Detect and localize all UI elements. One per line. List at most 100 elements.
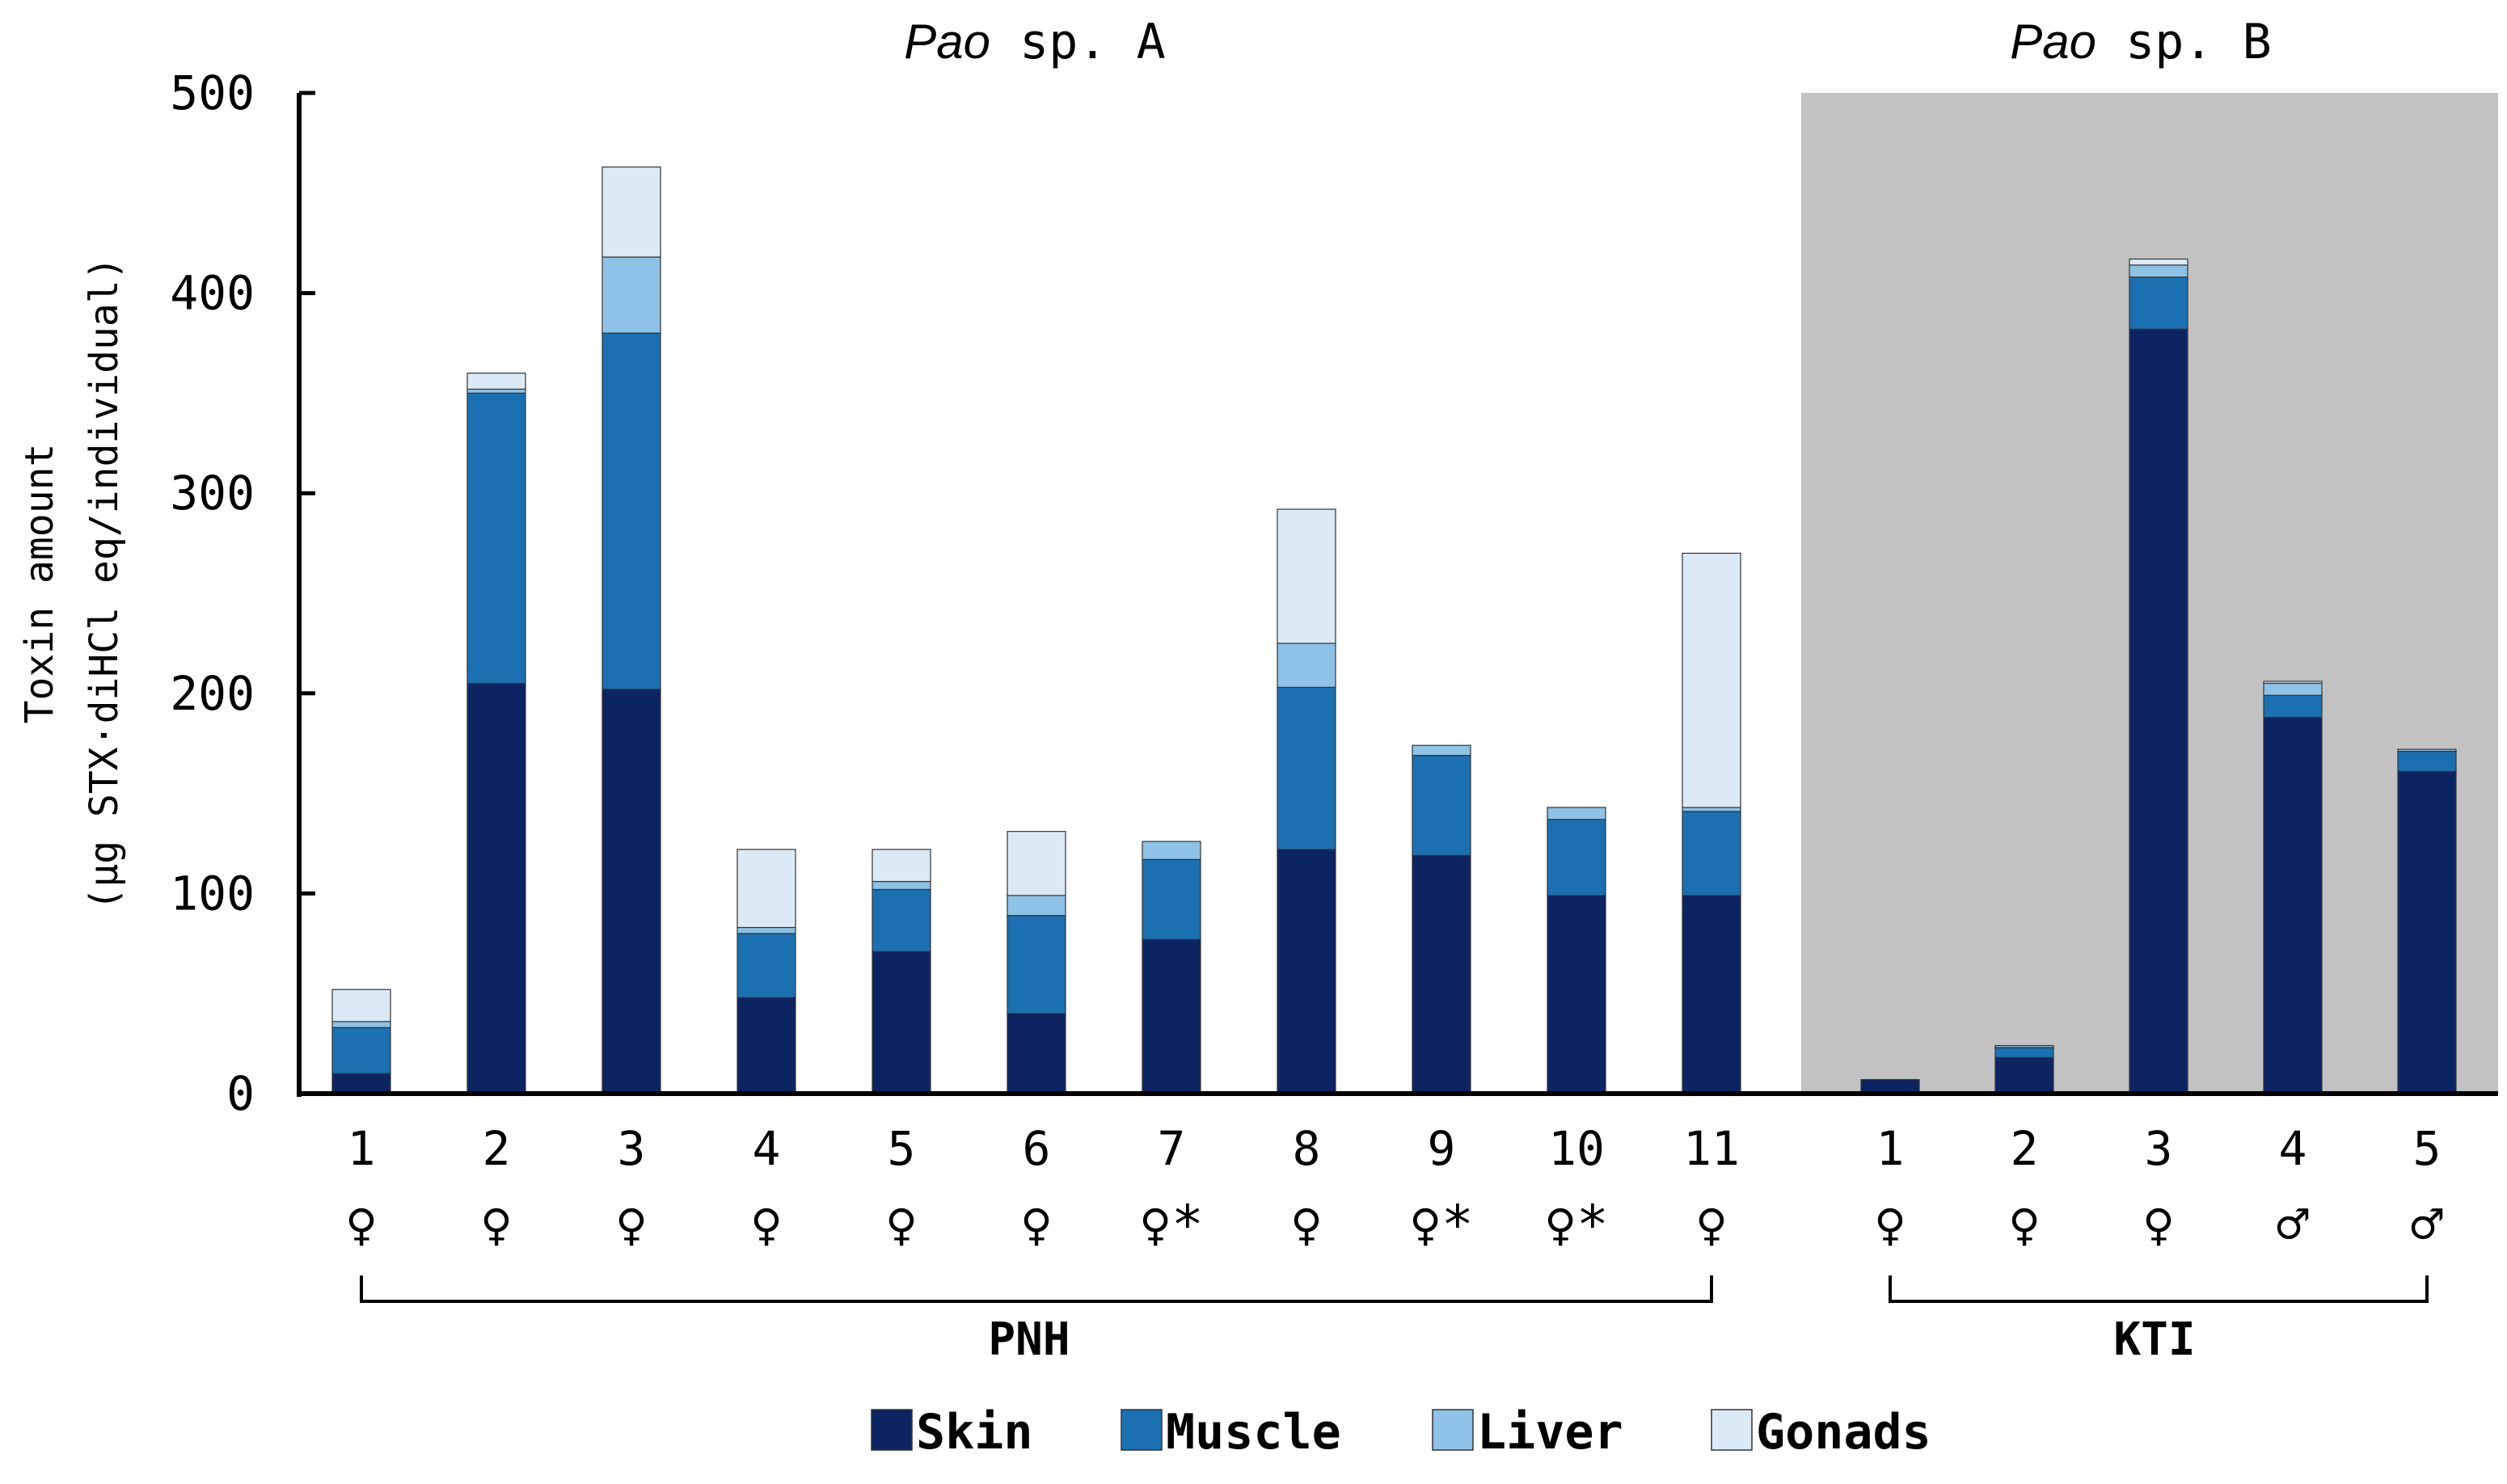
bar-segment-liver: [1007, 895, 1066, 917]
bar-segment-muscle: [601, 332, 661, 690]
bar-segment-muscle: [331, 1027, 391, 1074]
bar-segment-liver: [736, 926, 796, 934]
bar-segment-gonads: [331, 989, 391, 1022]
bar-segment-muscle: [872, 888, 931, 952]
sex-symbol: ♀*: [1544, 1194, 1608, 1256]
y-tick-label: 100: [170, 866, 255, 921]
legend-label-gonads: Gonads: [1756, 1404, 1931, 1461]
sex-symbol: ♀: [750, 1194, 783, 1256]
bar-segment-gonads: [1007, 831, 1066, 896]
x-tick-label: 10: [1548, 1121, 1605, 1176]
bar-segment-skin: [1142, 938, 1201, 1094]
bar-segment-muscle: [1994, 1047, 2054, 1059]
bar-segment-muscle: [2397, 751, 2457, 772]
bar-segment-liver: [872, 880, 931, 891]
y-tick-label: 500: [170, 65, 255, 120]
bar-segment-muscle: [736, 933, 796, 998]
bar-segment-liver: [1142, 841, 1201, 860]
x-tick-label: 2: [483, 1121, 511, 1176]
sex-symbol: ♀: [2142, 1194, 2175, 1256]
x-tick-label: 7: [1158, 1121, 1186, 1176]
sex-symbol: ♀: [2008, 1194, 2041, 1256]
bar-segment-gonads: [736, 849, 796, 929]
bar-segment-skin: [736, 997, 796, 1094]
legend-label-muscle: Muscle: [1166, 1404, 1341, 1461]
x-tick-label: 4: [753, 1121, 781, 1176]
x-tick-label: 8: [1293, 1121, 1321, 1176]
bar-segment-muscle: [1547, 819, 1606, 896]
bar-segment-liver: [1994, 1044, 2054, 1048]
bar-segment-gonads: [1277, 508, 1336, 644]
bar-segment-liver: [331, 1021, 391, 1028]
bar-segment-skin: [601, 689, 661, 1094]
x-tick-label: 1: [348, 1121, 376, 1176]
bar-segment-skin: [1412, 854, 1471, 1094]
group-bracket: [360, 1275, 1713, 1303]
legend-swatch-skin: [871, 1409, 913, 1451]
sex-symbol: ♀: [885, 1194, 918, 1256]
bar-segment-muscle: [2129, 276, 2188, 330]
bar-segment-skin: [331, 1073, 391, 1094]
x-tick-label: 5: [888, 1121, 916, 1176]
bar-segment-muscle: [1682, 811, 1741, 896]
x-tick-label: 3: [618, 1121, 646, 1176]
bar-segment-skin: [1994, 1056, 2054, 1094]
bar-segment-gonads: [2263, 681, 2323, 685]
x-tick-label: 6: [1023, 1121, 1051, 1176]
bar-segment-skin: [2263, 716, 2323, 1094]
bar-segment-liver: [1412, 744, 1471, 757]
x-tick-label: 2: [2011, 1121, 2039, 1176]
y-tick-label: 400: [170, 266, 255, 321]
bar-segment-gonads: [1682, 552, 1741, 808]
legend-label-liver: Liver: [1477, 1404, 1623, 1461]
sex-symbol: ♀*: [1409, 1194, 1473, 1256]
group-title-b: Pao sp. B: [2010, 14, 2272, 70]
sex-symbol: ♀: [480, 1194, 513, 1256]
bar-segment-muscle: [1412, 754, 1471, 856]
bar-segment-liver: [466, 388, 526, 394]
legend-label-skin: Skin: [916, 1404, 1033, 1461]
x-tick-label: 5: [2413, 1121, 2442, 1176]
legend-swatch-muscle: [1121, 1409, 1163, 1451]
x-tick-label: 3: [2145, 1121, 2173, 1176]
bar-segment-muscle: [2263, 694, 2323, 719]
bar-segment-skin: [2129, 328, 2188, 1094]
sex-symbol: ♀: [615, 1194, 648, 1256]
y-tick-label: 0: [226, 1066, 255, 1121]
group-location-a: PNH: [988, 1313, 1070, 1366]
bar-segment-gonads: [2129, 258, 2188, 266]
bar-segment-liver: [1547, 807, 1606, 820]
bar-segment-skin: [1277, 849, 1336, 1094]
sex-symbol: ♂: [2411, 1194, 2443, 1256]
sex-symbol: ♀: [1290, 1194, 1323, 1256]
bar-segment-skin: [1682, 895, 1741, 1094]
sex-symbol: ♀: [1874, 1194, 1906, 1256]
bar-segment-gonads: [466, 373, 526, 390]
bar-segment-muscle: [466, 392, 526, 685]
bar-segment-liver: [1682, 807, 1741, 812]
y-axis-label-line2: (µg STX·diHCl eq/individual): [82, 256, 127, 910]
sex-symbol: ♀: [1020, 1194, 1053, 1256]
bar-segment-liver: [2263, 682, 2323, 696]
y-axis-label-line1: Toxin amount: [17, 444, 62, 724]
legend-swatch-gonads: [1711, 1409, 1753, 1451]
bar-segment-skin: [1547, 895, 1606, 1094]
sex-symbol: ♀: [1695, 1194, 1728, 1256]
x-tick-label: 11: [1683, 1121, 1740, 1176]
group-title-a: Pao sp. A: [904, 14, 1166, 70]
legend-swatch-liver: [1432, 1409, 1474, 1451]
bar-segment-liver: [1277, 643, 1336, 688]
y-tick-label: 300: [170, 466, 255, 521]
x-tick-label: 9: [1428, 1121, 1456, 1176]
bar-segment-liver: [2397, 748, 2457, 753]
bar-segment-skin: [872, 951, 931, 1094]
sex-symbol: ♀*: [1139, 1194, 1203, 1256]
legend: Skin Muscle Liver Gonads: [871, 1404, 1931, 1461]
bar-segment-skin: [2397, 770, 2457, 1094]
sex-symbol: ♂: [2277, 1194, 2309, 1256]
bar-segment-liver: [601, 256, 661, 334]
bar-segment-gonads: [601, 167, 661, 258]
axes: 1 ♀ 2 ♀ 3 ♀ 4 ♀ 5 ♀ 6 ♀ 7 ♀* 8 ♀ 9 ♀* 10 ♀* 11 ♀ 1 ♀ 2 ♀ 3 ♀ 4 ♂ 5 ♂ 0 10…: [170, 65, 2498, 1303]
y-tick-label: 200: [170, 666, 255, 721]
